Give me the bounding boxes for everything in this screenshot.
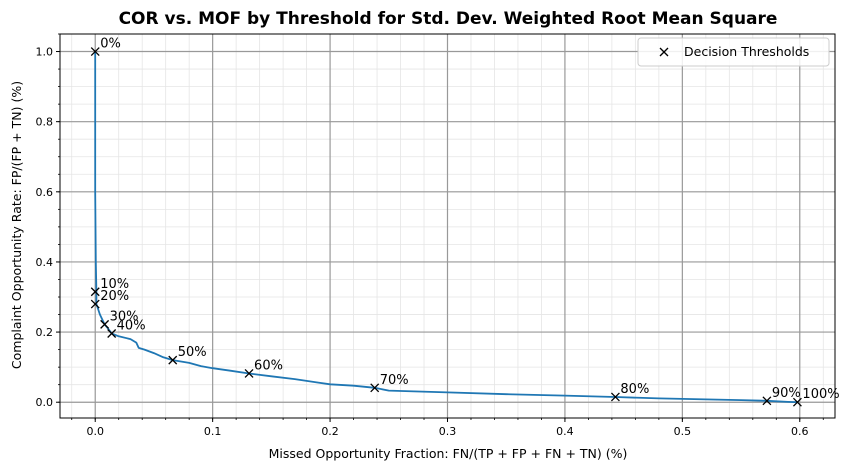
x-tick-label: 0.2 — [321, 425, 339, 438]
x-axis-label: Missed Opportunity Fraction: FN/(TP + FP… — [269, 446, 628, 461]
threshold-label: 20% — [100, 289, 129, 304]
threshold-label: 60% — [254, 358, 283, 373]
y-tick-label: 0.6 — [36, 186, 54, 199]
threshold-marker — [244, 369, 254, 378]
threshold-marker — [792, 397, 802, 407]
y-tick-label: 1.0 — [36, 46, 54, 59]
threshold-label: 100% — [802, 387, 839, 402]
threshold-label: 30% — [110, 309, 139, 324]
threshold-label: 90% — [772, 386, 801, 401]
y-tick-label: 0.0 — [36, 396, 54, 409]
threshold-marker-stroke — [90, 287, 100, 297]
threshold-marker — [90, 299, 100, 309]
threshold-marker-stroke — [168, 355, 178, 365]
chart-title: COR vs. MOF by Threshold for Std. Dev. W… — [119, 9, 778, 29]
threshold-marker-stroke — [100, 319, 110, 329]
x-tick-label: 0.5 — [674, 425, 692, 438]
x-tick-label: 0.0 — [86, 425, 104, 438]
threshold-marker-stroke — [370, 383, 380, 393]
threshold-marker — [90, 287, 100, 297]
threshold-marker — [168, 355, 178, 365]
x-tick-label: 0.6 — [791, 425, 809, 438]
major-grid — [60, 34, 835, 418]
threshold-marker-stroke — [107, 329, 117, 338]
threshold-marker — [762, 396, 772, 406]
y-axis-label: Complaint Opportunity Rate: FP/(FP + TN)… — [9, 81, 24, 369]
x-tick-label: 0.3 — [439, 425, 457, 438]
threshold-marker — [100, 319, 110, 329]
threshold-label: 10% — [100, 277, 129, 292]
y-tick-label: 0.2 — [36, 326, 54, 339]
y-tick-label: 0.4 — [36, 256, 54, 269]
threshold-marker — [90, 47, 100, 56]
threshold-label: 70% — [380, 373, 409, 388]
threshold-labels: 0% 10%20% 30%40% 50% 60% 70% 80% 90% 100% — [100, 37, 839, 403]
threshold-label: 0% — [100, 37, 121, 52]
threshold-marker-stroke — [90, 47, 100, 56]
threshold-marker — [107, 329, 117, 338]
threshold-marker — [370, 383, 380, 393]
threshold-label: 50% — [178, 345, 207, 360]
threshold-marker-stroke — [762, 396, 772, 406]
legend-marker-icon — [659, 47, 669, 57]
threshold-label: 80% — [620, 382, 649, 397]
threshold-marker-stroke — [792, 397, 802, 407]
x-tick-label: 0.4 — [556, 425, 574, 438]
plot-frame — [59, 33, 836, 419]
threshold-marker-stroke — [244, 369, 254, 378]
x-tick-label: 0.1 — [204, 425, 222, 438]
legend: Decision Thresholds — [637, 37, 830, 67]
legend-box — [637, 37, 830, 67]
threshold-marker — [610, 392, 620, 402]
threshold-marker-stroke — [90, 299, 100, 309]
axes: 0.0 0.1 0.2 0.3 0.4 0.5 0.6 0.0 0.2 0.4 0.6 0.8 1.0 — [36, 33, 836, 438]
legend-entry: Decision Thresholds — [684, 44, 809, 59]
threshold-markers — [90, 47, 802, 407]
threshold-label: 40% — [117, 318, 146, 333]
threshold-marker-stroke — [610, 392, 620, 402]
y-tick-label: 0.8 — [36, 116, 54, 129]
